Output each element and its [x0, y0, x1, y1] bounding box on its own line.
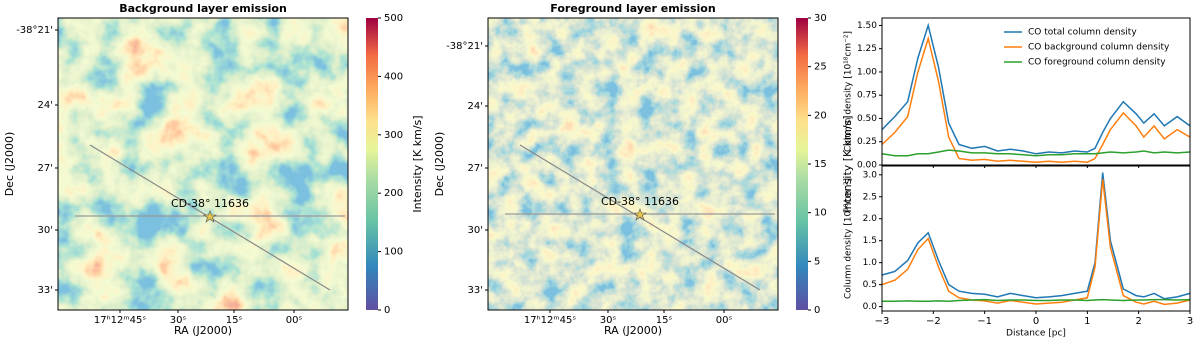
x-axis-label: RA (J2000) — [174, 324, 232, 337]
colorbar-tick-label: 300 — [384, 130, 403, 141]
colorbar-tick-label: 0 — [384, 305, 390, 316]
legend-label: CO foreground column density — [1028, 58, 1166, 68]
x-axis-label: RA (J2000) — [604, 324, 662, 337]
y-tick-label: 3.0 — [863, 170, 878, 180]
plot-frame — [881, 165, 1191, 312]
y-tick-label: 27' — [38, 163, 53, 174]
star-marker — [203, 210, 217, 223]
map-frame — [57, 17, 349, 311]
y-tick-label: 24' — [468, 101, 483, 112]
y-tick-label: 1.50 — [857, 21, 877, 31]
x-tick-label: 00ˢ — [716, 315, 733, 326]
map-image — [58, 18, 348, 310]
y-tick-label: 33' — [468, 285, 483, 296]
series-line — [881, 35, 1191, 163]
y-tick-label: -38°21' — [16, 25, 53, 36]
x-tick-label: −3 — [875, 316, 890, 327]
map-frame — [487, 17, 779, 311]
x-tick-label: 30ˢ — [600, 315, 617, 326]
colorbar-label: Intensity [K km/s] — [411, 115, 424, 212]
x-tick-label: 15ˢ — [226, 315, 243, 326]
annotation: CD-38° 11636 — [171, 197, 249, 210]
series-line — [882, 298, 1191, 303]
star-marker — [633, 208, 647, 221]
colorbar-label: Intensity [K km/s] — [841, 115, 854, 212]
y-tick-label: 24' — [38, 100, 53, 111]
colorbar-tick-label: 20 — [814, 110, 827, 121]
colorbar-tick-label: 10 — [814, 208, 827, 219]
map-title: Foreground layer emission — [550, 2, 715, 15]
colorbar-tick-label: 500 — [384, 13, 403, 24]
y-axis-label: Dec (J2000) — [3, 132, 16, 197]
y-tick-label: 0.00 — [857, 161, 877, 171]
x-axis-label: Distance [pc] — [1006, 329, 1066, 339]
plot-frame — [881, 17, 1191, 166]
map-image — [488, 18, 778, 310]
map-title: Background layer emission — [119, 2, 287, 15]
y-axis-label: Column density [10¹⁸cm⁻²] — [844, 178, 854, 299]
y-tick-label: 0.50 — [857, 114, 877, 124]
y-tick-label: 1.0 — [863, 258, 878, 268]
colorbar — [366, 18, 378, 310]
series-line — [881, 149, 1191, 157]
colorbar-tick-label: 30 — [814, 13, 827, 24]
y-tick-label: 1.25 — [857, 44, 877, 54]
legend-label: CO background column density — [1028, 43, 1170, 53]
colorbar-tick-label: 200 — [384, 188, 403, 199]
colorbar-tick-label: 100 — [384, 247, 403, 258]
x-tick-label: 00ˢ — [286, 315, 303, 326]
x-tick-label: 15ˢ — [656, 315, 673, 326]
colorbar-tick-label: 25 — [814, 62, 827, 73]
x-tick-label: −1 — [977, 316, 992, 327]
colorbar-tick-label: 0 — [814, 305, 820, 316]
x-tick-label: 3 — [1187, 316, 1193, 327]
series-line — [881, 172, 1191, 300]
y-tick-label: 0.25 — [857, 137, 877, 147]
x-tick-label: 2 — [1135, 316, 1141, 327]
colorbar — [796, 18, 808, 310]
x-tick-label: −2 — [926, 316, 941, 327]
y-tick-label: -38°21' — [446, 41, 483, 52]
colorbar-tick-label: 15 — [814, 159, 827, 170]
x-tick-label: 17ʰ12ᵐ45ˢ — [94, 315, 146, 326]
y-tick-label: 0.5 — [863, 280, 877, 290]
y-tick-label: 1.5 — [863, 236, 877, 246]
y-tick-label: 30' — [38, 225, 53, 236]
annotation: CD-38° 11636 — [601, 195, 679, 208]
y-tick-label: 1.00 — [857, 67, 877, 77]
x-tick-label: 17ʰ12ᵐ45ˢ — [524, 315, 576, 326]
series-line — [881, 22, 1191, 155]
legend-label: CO total column density — [1028, 28, 1137, 38]
y-tick-label: 2.5 — [863, 192, 877, 202]
y-tick-label: 30' — [468, 225, 483, 236]
y-tick-label: 33' — [38, 285, 53, 296]
x-tick-label: 30ˢ — [170, 315, 187, 326]
x-tick-label: 0 — [1033, 316, 1039, 327]
y-tick-label: 0.75 — [857, 91, 877, 101]
y-axis-label: Column density [10¹⁸cm⁻²] — [844, 31, 854, 152]
cut-line — [519, 144, 761, 291]
x-tick-label: 1 — [1084, 316, 1090, 327]
y-tick-label: 2.0 — [863, 214, 878, 224]
colorbar-tick-label: 400 — [384, 71, 403, 82]
y-tick-label: 0.0 — [863, 302, 878, 312]
colorbar-tick-label: 5 — [814, 256, 820, 267]
y-tick-label: 27' — [468, 163, 483, 174]
series-line — [881, 179, 1191, 306]
y-axis-label: Dec (J2000) — [433, 132, 446, 197]
